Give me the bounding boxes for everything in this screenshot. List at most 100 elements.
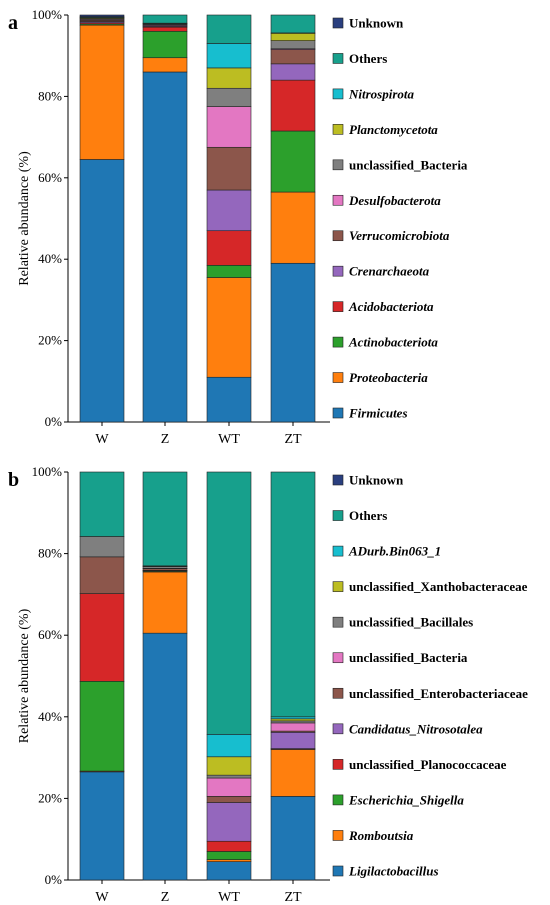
x-tick-label: WT [218, 432, 240, 447]
legend-label: Others [349, 508, 387, 523]
bar-segment [270, 732, 316, 749]
legend-swatch [332, 372, 344, 383]
legend-swatch [332, 194, 344, 206]
legend-swatch [332, 545, 344, 557]
legend-swatch [332, 759, 344, 770]
y-tick-label: 60% [38, 627, 62, 642]
bar-segment [142, 57, 188, 73]
y-axis-label: Relative abundance (%) [17, 151, 32, 286]
y-tick-label: 80% [38, 88, 62, 103]
bar-segment [79, 593, 125, 682]
legend-label: Candidatus_Nitrosotalea [349, 721, 483, 736]
y-tick-label: 0% [45, 414, 63, 429]
legend-swatch [332, 687, 344, 699]
panel-label: b [8, 469, 19, 491]
legend-swatch [332, 230, 344, 242]
bar-segment [206, 67, 252, 89]
legend-label: unclassified_Bacteria [349, 157, 468, 172]
bar-segment [206, 189, 252, 232]
x-tick-label: Z [161, 890, 170, 905]
bar-segment [79, 681, 125, 772]
legend-label: Unknown [349, 473, 404, 488]
legend-swatch [332, 652, 344, 664]
x-tick-label: Z [161, 432, 170, 447]
bar-segment [270, 262, 316, 423]
legend-swatch [332, 794, 344, 806]
y-tick-label: 40% [38, 251, 62, 266]
x-tick-label: ZT [284, 432, 302, 447]
y-tick-label: 80% [38, 546, 62, 561]
legend-swatch [332, 407, 344, 419]
bar-segment [270, 716, 316, 720]
y-tick-label: 100% [32, 464, 63, 479]
bar-segment [270, 796, 316, 881]
bar-segment [142, 71, 188, 423]
legend-label: Escherichia_Shigella [348, 792, 464, 807]
x-tick-label: WT [218, 890, 240, 905]
x-tick-label: W [95, 890, 109, 905]
bar-segment [270, 471, 316, 718]
panel-label: a [8, 12, 18, 34]
bar-segment [206, 859, 252, 862]
legend-label: Actinobacteriota [348, 335, 438, 350]
legend-swatch [332, 336, 344, 348]
bar-segment [142, 14, 188, 24]
legend-swatch [332, 301, 344, 312]
legend-swatch [332, 616, 344, 628]
y-tick-label: 60% [38, 170, 62, 185]
legend-label: Firmicutes [348, 406, 408, 421]
bar-segment [206, 734, 252, 758]
bar-segment [206, 840, 252, 852]
bar-segment [206, 796, 252, 803]
legend-swatch [332, 474, 344, 486]
bar-segment [79, 771, 125, 881]
bar-segment [270, 63, 316, 81]
y-tick-label: 100% [32, 7, 63, 22]
legend-swatch [332, 17, 344, 29]
y-tick-label: 20% [38, 790, 62, 805]
y-tick-label: 20% [38, 333, 62, 348]
bar-segment [142, 26, 188, 32]
legend-label: Proteobacteria [349, 370, 428, 385]
legend-label: unclassified_Xanthobacteraceae [349, 579, 528, 594]
y-axis-label: Relative abundance (%) [17, 608, 32, 743]
bar-segment [270, 718, 316, 722]
bar-segment [206, 756, 252, 776]
bar-segment [79, 536, 125, 558]
legend-swatch [332, 88, 344, 100]
bar-segment [206, 265, 252, 278]
bar-segment [79, 24, 125, 160]
bar-segment [270, 720, 316, 724]
bar-segment [79, 471, 125, 537]
legend-label: Romboutsia [348, 828, 414, 843]
legend-label: Ligilactobacillus [348, 864, 439, 879]
bar-segment [270, 40, 316, 50]
bar-segment [270, 49, 316, 65]
legend-label: Acidobacteriota [348, 299, 434, 314]
panel-a: a Relative abundance (%) 0% 20% 40% 60% 80% 100… [8, 7, 468, 447]
bar-segment [270, 130, 316, 193]
bar-segment [206, 43, 252, 69]
bar-segment [270, 749, 316, 797]
legend-label: ADurb.Bin063_1 [348, 544, 441, 559]
bar-segment [270, 191, 316, 264]
x-tick-label: W [95, 432, 109, 447]
bar-segment [270, 14, 316, 34]
legend-swatch [332, 830, 344, 841]
bar-segment [206, 802, 252, 842]
bar-segment [206, 277, 252, 378]
legend-label: Planctomycetota [349, 122, 438, 137]
bar-segment [270, 722, 316, 732]
bar-segment [206, 146, 252, 191]
bar-segment [142, 30, 188, 59]
legend-swatch [332, 510, 344, 521]
y-tick-label: 40% [38, 709, 62, 724]
legend-swatch [332, 723, 344, 735]
bar-segment [79, 556, 125, 594]
legend-swatch [332, 581, 344, 592]
bar-segment [206, 87, 252, 107]
bar-segment [206, 861, 252, 881]
bar-segment [270, 79, 316, 132]
legend-label: Others [349, 51, 387, 66]
